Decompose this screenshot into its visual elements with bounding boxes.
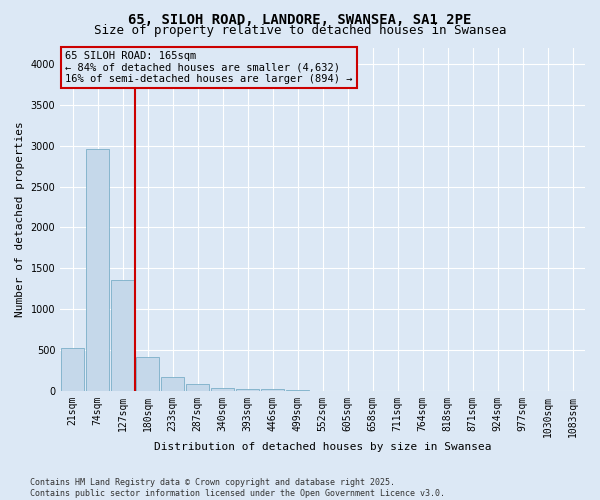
Text: 65, SILOH ROAD, LANDORE, SWANSEA, SA1 2PE: 65, SILOH ROAD, LANDORE, SWANSEA, SA1 2P… (128, 12, 472, 26)
Text: Size of property relative to detached houses in Swansea: Size of property relative to detached ho… (94, 24, 506, 37)
Bar (187, 384, 209, 391)
X-axis label: Distribution of detached houses by size in Swansea: Distribution of detached houses by size … (154, 442, 491, 452)
Text: Contains HM Land Registry data © Crown copyright and database right 2025.
Contai: Contains HM Land Registry data © Crown c… (30, 478, 445, 498)
Bar (112, 280, 134, 391)
Bar (86, 149, 109, 391)
Text: 65 SILOH ROAD: 165sqm
← 84% of detached houses are smaller (4,632)
16% of semi-d: 65 SILOH ROAD: 165sqm ← 84% of detached … (65, 51, 353, 84)
Bar (286, 390, 309, 391)
Bar (61, 348, 84, 391)
Bar (211, 388, 234, 391)
Y-axis label: Number of detached properties: Number of detached properties (15, 122, 25, 317)
Bar (161, 376, 184, 391)
Bar (136, 356, 159, 391)
Bar (236, 389, 259, 391)
Bar (262, 389, 284, 391)
